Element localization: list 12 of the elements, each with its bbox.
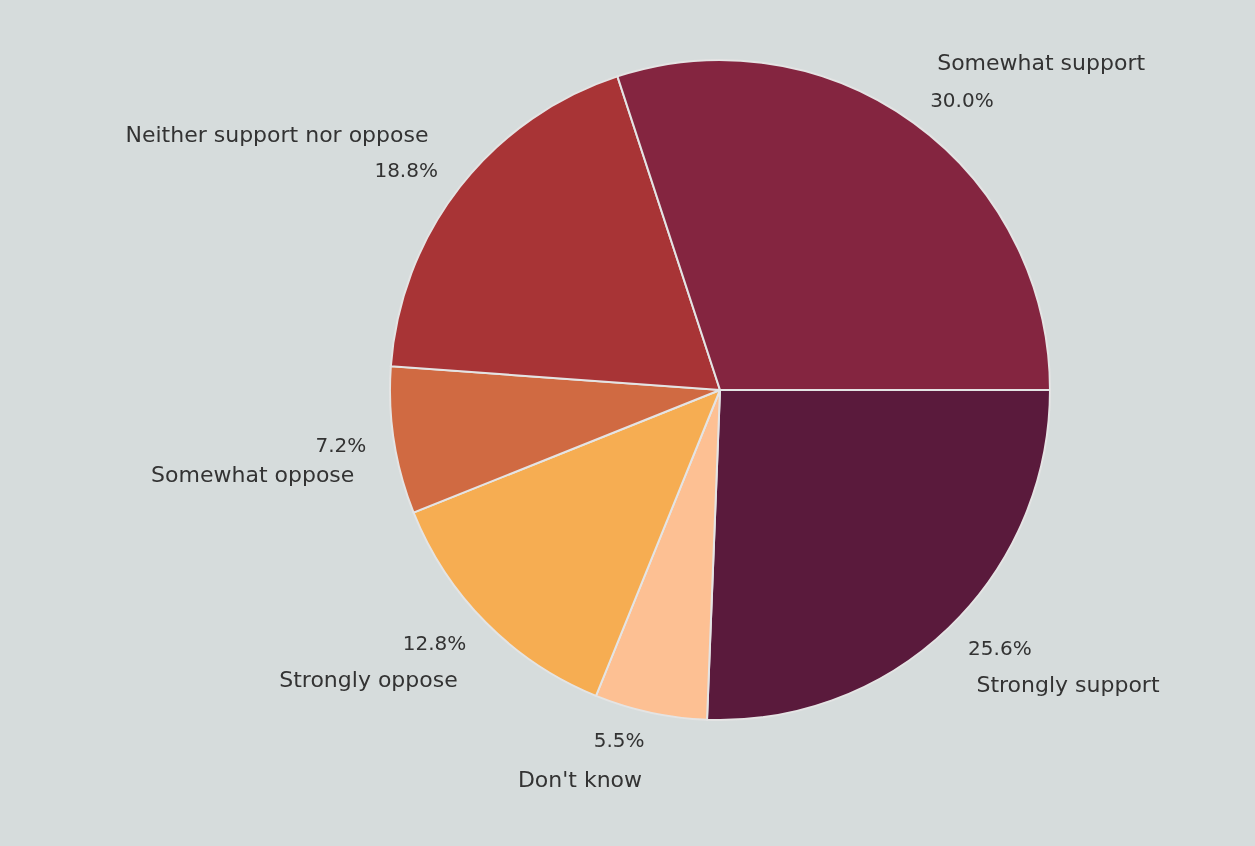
data-label: 12.8% (402, 630, 467, 655)
data-label: 30.0% (930, 88, 994, 113)
data-label: 18.8% (374, 157, 438, 182)
slice-label: Neither support nor oppose (125, 121, 429, 147)
data-label: 25.6% (968, 636, 1032, 661)
slice-label: Strongly support (976, 672, 1160, 698)
slice-label: Somewhat support (937, 49, 1146, 75)
slice-label: Don't know (517, 767, 643, 793)
data-label: 7.2% (315, 432, 367, 457)
data-label: 5.5% (593, 727, 645, 752)
slice-label: Somewhat oppose (151, 462, 355, 488)
slice-label: Strongly oppose (279, 666, 458, 692)
